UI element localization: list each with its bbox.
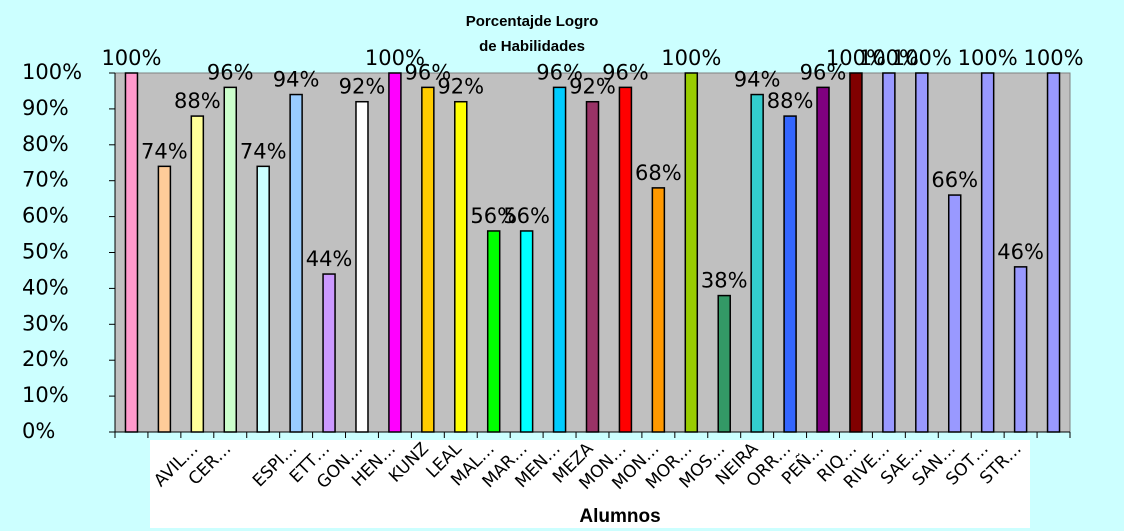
bar bbox=[980, 72, 995, 433]
bar bbox=[651, 187, 666, 433]
value-label: 94% bbox=[734, 68, 781, 92]
bar bbox=[289, 93, 303, 433]
value-label: 92% bbox=[569, 75, 616, 99]
value-label: 92% bbox=[339, 75, 386, 99]
y-tick-label: 50% bbox=[22, 240, 69, 264]
value-label: 100% bbox=[661, 46, 721, 70]
value-label: 68% bbox=[635, 161, 682, 185]
y-tick-label: 10% bbox=[22, 383, 69, 407]
bar bbox=[585, 100, 600, 433]
bar bbox=[882, 72, 896, 433]
bar bbox=[915, 72, 929, 433]
bar bbox=[322, 273, 336, 433]
value-label: 100% bbox=[859, 46, 919, 70]
bar bbox=[486, 230, 501, 433]
value-label: 44% bbox=[306, 247, 353, 271]
bar bbox=[256, 165, 270, 433]
bar bbox=[816, 86, 830, 433]
value-label: 88% bbox=[767, 89, 814, 113]
bar bbox=[1013, 266, 1028, 433]
value-label: 56% bbox=[470, 204, 517, 228]
y-tick-label: 30% bbox=[22, 311, 69, 335]
y-tick-label: 20% bbox=[22, 347, 69, 371]
chart-title: Porcentajde Logro bbox=[466, 13, 599, 30]
bar bbox=[1046, 72, 1061, 433]
bar bbox=[388, 72, 402, 433]
value-label: 100% bbox=[1024, 46, 1084, 70]
value-label: 74% bbox=[240, 139, 287, 163]
chart-title: de Habilidades bbox=[479, 38, 585, 55]
bar bbox=[947, 194, 962, 433]
bar bbox=[618, 86, 633, 433]
bar bbox=[355, 100, 369, 433]
bar bbox=[223, 86, 238, 433]
y-tick-label: 90% bbox=[22, 96, 69, 120]
y-tick-label: 0% bbox=[22, 419, 55, 443]
value-label: 96% bbox=[602, 60, 649, 84]
value-label: 56% bbox=[503, 204, 550, 228]
value-label: 96% bbox=[207, 60, 254, 84]
x-axis-title: Alumnos bbox=[579, 506, 660, 527]
bar bbox=[519, 230, 534, 433]
bar bbox=[783, 115, 797, 433]
bar bbox=[157, 165, 172, 433]
y-tick-label: 70% bbox=[22, 168, 69, 192]
value-label: 96% bbox=[536, 60, 583, 84]
value-label: 100% bbox=[826, 46, 886, 70]
y-tick-label: 80% bbox=[22, 132, 69, 156]
bar bbox=[750, 93, 764, 433]
value-label: 92% bbox=[437, 75, 484, 99]
value-label: 96% bbox=[800, 60, 847, 84]
label-box bbox=[150, 440, 1030, 528]
value-label: 38% bbox=[701, 269, 748, 293]
value-label: 100% bbox=[101, 46, 161, 70]
value-label: 66% bbox=[931, 168, 978, 192]
y-tick-label: 40% bbox=[22, 275, 69, 299]
value-label: 88% bbox=[174, 89, 221, 113]
value-label: 96% bbox=[405, 60, 452, 84]
value-label: 74% bbox=[141, 139, 188, 163]
value-label: 100% bbox=[958, 46, 1018, 70]
bar bbox=[454, 100, 468, 433]
bar bbox=[421, 86, 435, 433]
bar bbox=[717, 294, 731, 433]
y-tick-label: 60% bbox=[22, 204, 69, 228]
value-label: 46% bbox=[997, 240, 1044, 264]
bar bbox=[124, 72, 139, 433]
bar bbox=[684, 72, 699, 433]
value-label: 94% bbox=[273, 68, 320, 92]
bar bbox=[849, 72, 863, 433]
value-label: 100% bbox=[365, 46, 425, 70]
value-label: 100% bbox=[892, 46, 952, 70]
bar bbox=[190, 115, 205, 433]
bar bbox=[552, 86, 567, 433]
y-tick-label: 100% bbox=[22, 60, 82, 84]
